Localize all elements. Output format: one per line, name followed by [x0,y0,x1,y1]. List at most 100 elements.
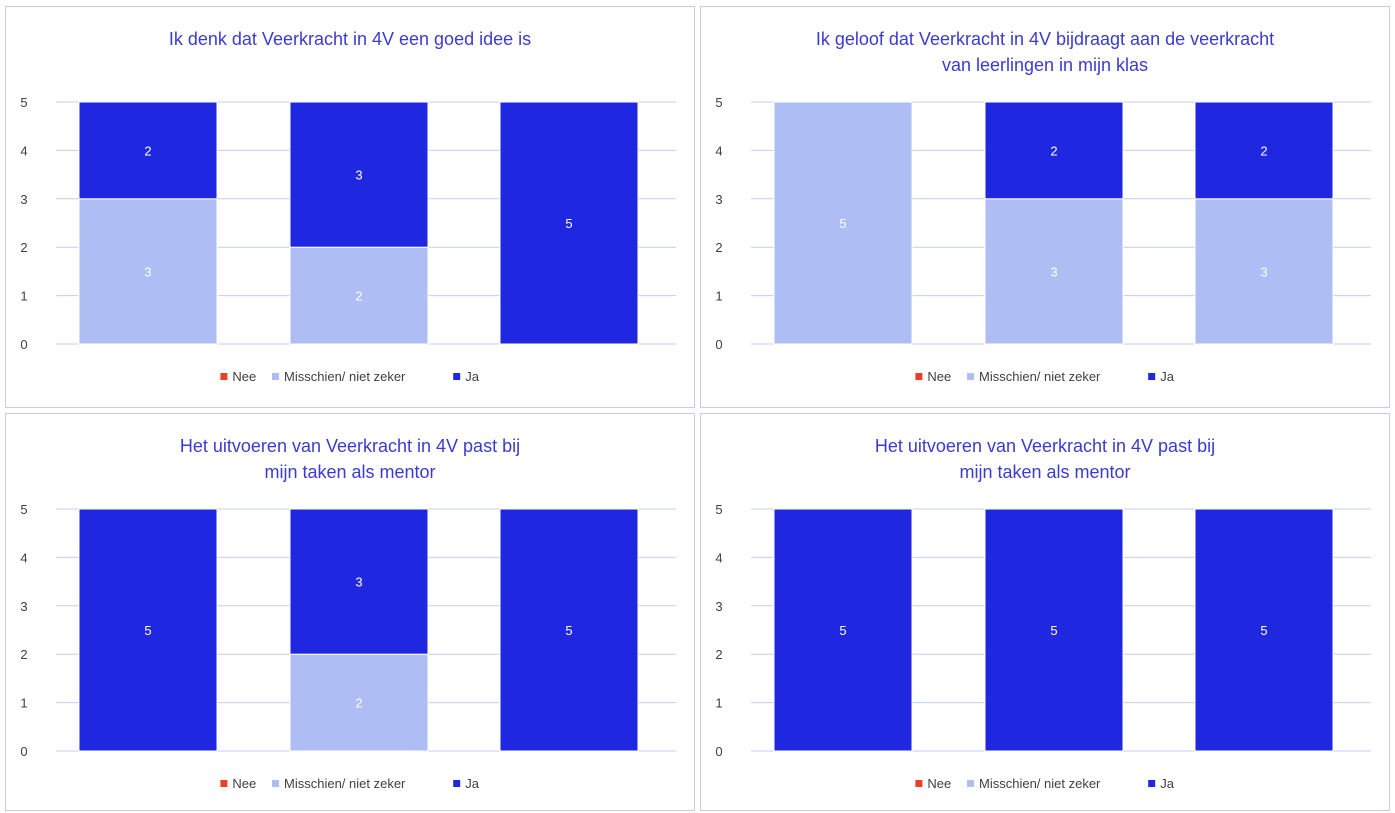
chart-3-bar-1-ja [78,508,218,752]
chart-2-legend-swatch-nee [915,373,923,380]
chart-3-ytick-0: 0 [20,744,27,759]
chart-4-bar-3-ja [1194,508,1334,752]
chart-4-legend-label-ja: Ja [1160,776,1175,791]
chart-4-data-label-3-ja: 5 [1260,623,1267,638]
chart-1-bar-2-misschien [289,246,429,345]
chart-panel-1: Ik denk dat Veerkracht in 4V een goed id… [5,6,695,408]
chart-2-bar-3-misschien [1194,198,1334,345]
chart-2-ytick-3: 3 [715,192,722,207]
chart-4-ytick-5: 5 [715,502,722,517]
chart-1-bar-3-ja [499,101,639,345]
chart-1-legend: Nee Misschien/ niet zeker Ja [220,369,480,384]
chart-2-data-label-2-ja: 2 [1050,143,1057,158]
chart-3-ytick-1: 1 [20,696,27,711]
chart-3-title-line-2: mijn taken als mentor [264,462,435,482]
chart-2-ytick-5: 5 [715,95,722,110]
chart-4-data-label-1-ja: 5 [839,623,846,638]
chart-2-title-line-1: Ik geloof dat Veerkracht in 4V bijdraagt… [816,29,1274,49]
chart-3-ytick-5: 5 [20,502,27,517]
chart-4-legend-swatch-misschien [967,780,974,787]
chart-1-legend-label-ja: Ja [465,369,480,384]
chart-panel-4: Het uitvoeren van Veerkracht in 4V past … [700,413,1390,811]
chart-2-legend: Nee Misschien/ niet zeker Ja [915,369,1175,384]
chart-4-legend-label-misschien: Misschien/ niet zeker [979,776,1101,791]
chart-2-legend-label-misschien: Misschien/ niet zeker [979,369,1101,384]
chart-3-data-label-1-ja: 5 [144,623,151,638]
chart-4-legend-swatch-ja [1148,780,1156,787]
chart-1-ytick-2: 2 [20,240,27,255]
chart-2-title-line-2: van leerlingen in mijn klas [942,55,1148,75]
chart-1-ytick-4: 4 [20,143,27,158]
chart-3-legend-label-ja: Ja [465,776,480,791]
chart-2-ytick-1: 1 [715,289,722,304]
chart-4-title-line-1: Het uitvoeren van Veerkracht in 4V past … [875,436,1215,456]
chart-4-ytick-0: 0 [715,744,722,759]
chart-1-ytick-3: 3 [20,192,27,207]
chart-4-ytick-3: 3 [715,599,722,614]
chart-panel-2: Ik geloof dat Veerkracht in 4V bijdraagt… [700,6,1390,408]
chart-3-legend-label-nee: Nee [232,776,256,791]
chart-2-data-label-1-misschien: 5 [839,216,846,231]
chart-4-data-label-2-ja: 5 [1050,623,1057,638]
chart-4-bar-1-ja [773,508,913,752]
chart-4-ytick-2: 2 [715,647,722,662]
chart-4-legend: Nee Misschien/ niet zeker Ja [915,776,1175,791]
chart-2-bar-2-misschien [984,198,1124,345]
chart-3-bar-2-misschien [289,653,429,752]
chart-3-ytick-2: 2 [20,647,27,662]
chart-3-bar-3-ja [499,508,639,752]
chart-1-data-label-2-misschien: 2 [355,289,362,304]
chart-3-legend: Nee Misschien/ niet zeker Ja [220,776,480,791]
chart-1-legend-swatch-nee [220,373,228,380]
chart-2-ytick-0: 0 [715,337,722,352]
chart-2-bar-3-ja [1194,101,1334,200]
chart-1-data-label-2-ja: 3 [355,168,362,183]
chart-panel-3: Het uitvoeren van Veerkracht in 4V past … [5,413,695,811]
chart-4-ytick-1: 1 [715,696,722,711]
chart-1-ytick-5: 5 [20,95,27,110]
chart-2-data-label-3-misschien: 3 [1260,264,1267,279]
chart-2-data-label-3-ja: 2 [1260,143,1267,158]
chart-1-svg: Ik denk dat Veerkracht in 4V een goed id… [20,29,676,384]
chart-1-bar-1-misschien [78,198,218,345]
chart-3-ytick-3: 3 [20,599,27,614]
chart-2-data-label-2-misschien: 3 [1050,264,1057,279]
chart-3-data-label-2-misschien: 2 [355,696,362,711]
chart-3-bar-2-ja [289,508,429,655]
chart-2-bar-2-ja [984,101,1124,200]
chart-3-data-label-2-ja: 3 [355,575,362,590]
chart-1-legend-swatch-misschien [272,373,279,380]
chart-4-ytick-4: 4 [715,550,722,565]
chart-1-legend-label-misschien: Misschien/ niet zeker [284,369,406,384]
chart-1-data-label-3-ja: 5 [565,216,572,231]
chart-1-legend-swatch-ja [453,373,461,380]
chart-1-data-label-1-ja: 2 [144,143,151,158]
chart-3-svg: Het uitvoeren van Veerkracht in 4V past … [20,436,676,791]
chart-1-data-label-1-misschien: 3 [144,264,151,279]
chart-2-legend-label-nee: Nee [927,369,951,384]
chart-2-ytick-2: 2 [715,240,722,255]
chart-3-data-label-3-ja: 5 [565,623,572,638]
chart-3-legend-swatch-misschien [272,780,279,787]
chart-1-title-line-1: Ik denk dat Veerkracht in 4V een goed id… [169,29,531,49]
chart-4-bar-2-ja [984,508,1124,752]
chart-1-legend-label-nee: Nee [232,369,256,384]
chart-4-title-line-2: mijn taken als mentor [959,462,1130,482]
chart-1-ytick-0: 0 [20,337,27,352]
chart-1-bar-2-ja [289,101,429,248]
chart-1-bar-1-ja [78,101,218,200]
chart-2-legend-swatch-misschien [967,373,974,380]
chart-2-ytick-4: 4 [715,143,722,158]
chart-2-legend-label-ja: Ja [1160,369,1175,384]
chart-2-legend-swatch-ja [1148,373,1156,380]
chart-1-ytick-1: 1 [20,289,27,304]
chart-3-ytick-4: 4 [20,550,27,565]
chart-3-legend-swatch-ja [453,780,461,787]
chart-3-legend-label-misschien: Misschien/ niet zeker [284,776,406,791]
chart-2-svg: Ik geloof dat Veerkracht in 4V bijdraagt… [715,29,1371,384]
chart-3-legend-swatch-nee [220,780,228,787]
chart-4-svg: Het uitvoeren van Veerkracht in 4V past … [715,436,1371,791]
chart-3-title-line-1: Het uitvoeren van Veerkracht in 4V past … [180,436,520,456]
chart-4-legend-swatch-nee [915,780,923,787]
